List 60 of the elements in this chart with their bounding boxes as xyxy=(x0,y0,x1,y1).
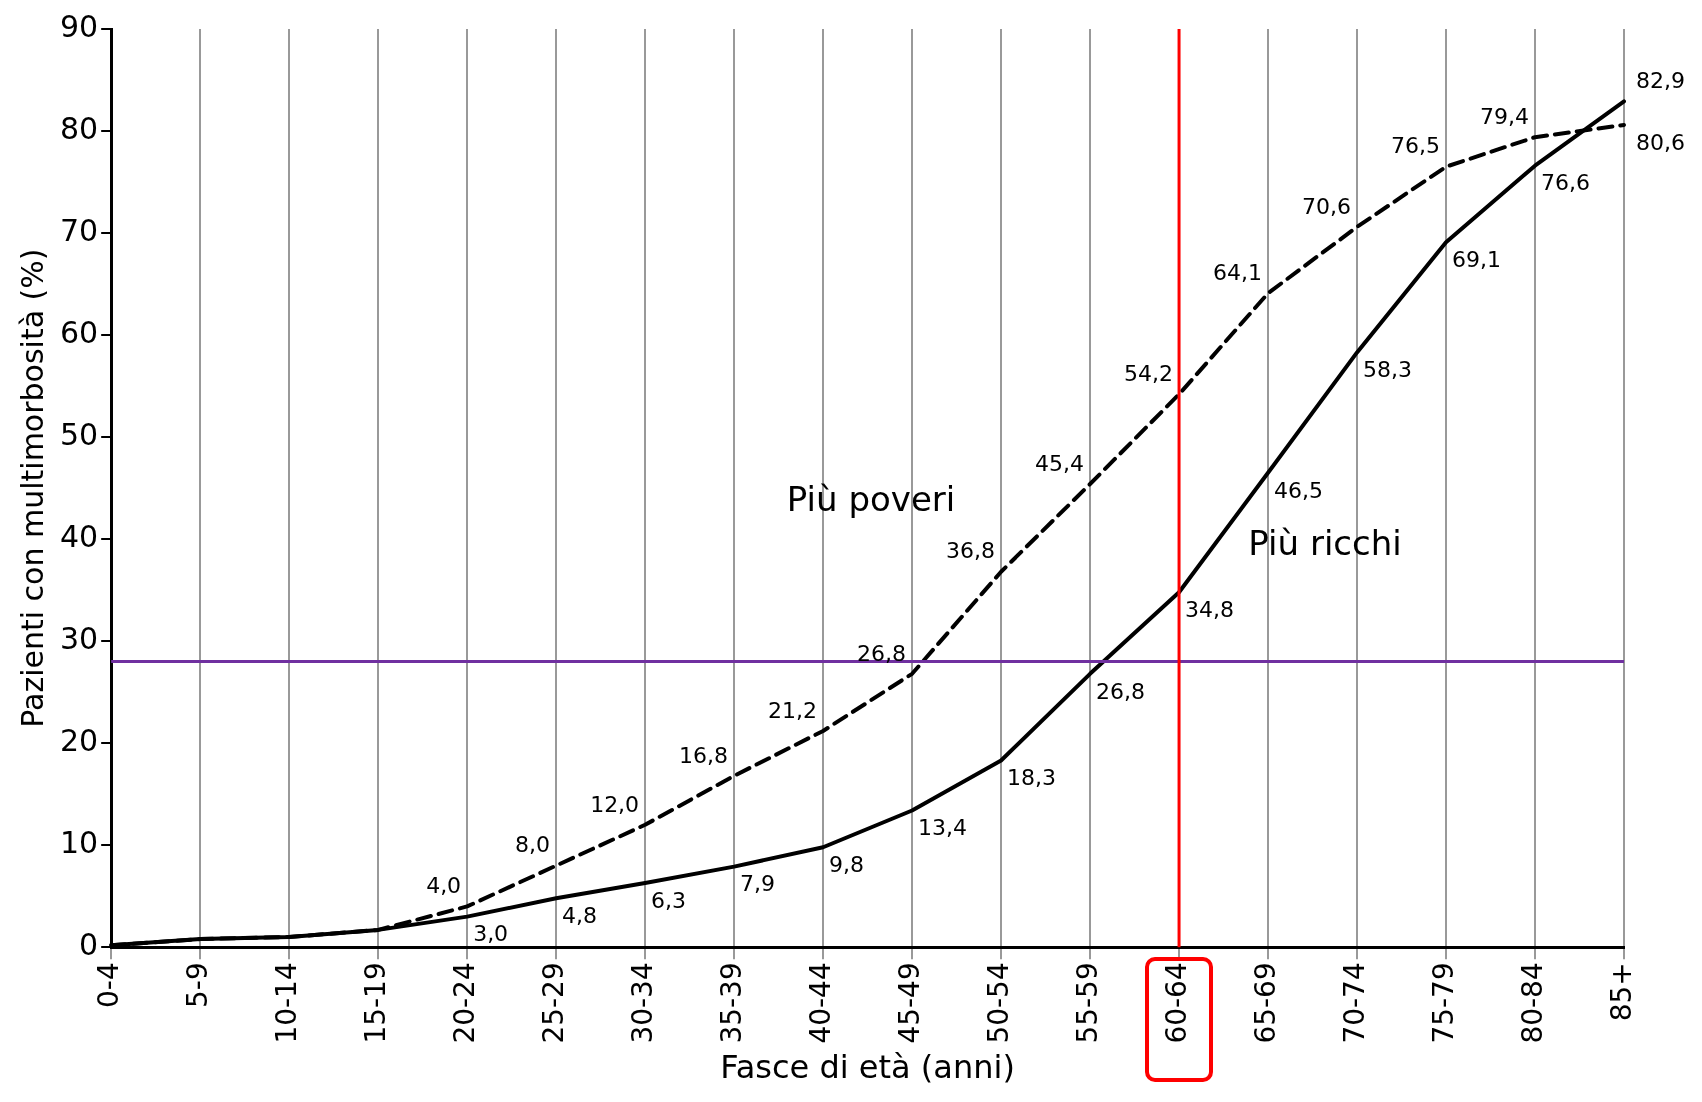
x-tick-label: 65-69 xyxy=(1249,962,1283,1044)
x-tick-label: 35-39 xyxy=(715,962,749,1044)
data-label: 4,8 xyxy=(562,902,598,928)
y-tick-label: 20 xyxy=(59,722,99,758)
x-tick-label: 85+ xyxy=(1605,962,1639,1022)
x-tick-label: 55-59 xyxy=(1071,962,1105,1044)
data-label: 3,0 xyxy=(473,921,509,947)
data-label: 9,8 xyxy=(829,851,865,877)
x-tick-label: 15-19 xyxy=(359,962,393,1044)
data-label: 76,6 xyxy=(1541,170,1590,196)
text: Più poveri xyxy=(786,478,956,519)
data-label: 69,1 xyxy=(1452,246,1501,272)
data-label: 6,3 xyxy=(651,887,687,913)
y-tick-label: 10 xyxy=(59,825,99,861)
y-tick-label: 90 xyxy=(59,8,99,44)
y-axis-title: Pazienti con multimorbosità (%) xyxy=(14,248,50,728)
x-tick-label: 80-84 xyxy=(1516,962,1550,1044)
x-tick-label: 30-34 xyxy=(626,962,660,1044)
data-label: 46,5 xyxy=(1274,477,1324,503)
data-label: 7,9 xyxy=(740,871,776,897)
data-label: 26,8 xyxy=(857,640,907,666)
data-label: 70,6 xyxy=(1302,193,1352,219)
data-label: 16,8 xyxy=(679,742,729,768)
x-tick-label: 45-49 xyxy=(893,962,927,1044)
data-label: 8,0 xyxy=(515,832,551,858)
data-label: 34,8 xyxy=(1185,596,1235,622)
data-label: 4,0 xyxy=(426,873,462,899)
data-label: 45,4 xyxy=(1035,450,1085,476)
data-label: 26,8 xyxy=(1096,678,1146,704)
y-tick-label: 60 xyxy=(59,314,99,350)
y-tick-label: 80 xyxy=(59,110,99,146)
data-label: 76,5 xyxy=(1391,133,1441,159)
x-tick-label: 0-4 xyxy=(92,962,126,1008)
data-label: 82,9 xyxy=(1636,68,1685,94)
data-label: 79,4 xyxy=(1480,103,1530,129)
data-label: 80,6 xyxy=(1636,129,1685,155)
data-label: 64,1 xyxy=(1213,259,1263,285)
data-label: 18,3 xyxy=(1007,765,1057,791)
x-tick-label: 60-64 xyxy=(1160,962,1194,1044)
data-label: 58,3 xyxy=(1363,357,1413,383)
x-tick-label: 5-9 xyxy=(181,962,215,1008)
y-tick-label: 0 xyxy=(79,927,99,963)
x-tick-label: 10-14 xyxy=(270,962,304,1044)
x-tick-label: 20-24 xyxy=(448,962,482,1044)
x-tick-label: 70-74 xyxy=(1338,962,1372,1044)
y-tick-label: 30 xyxy=(59,620,99,656)
x-tick-label: 25-29 xyxy=(537,962,571,1044)
y-tick-label: 40 xyxy=(59,518,99,554)
y-tick-label: 50 xyxy=(59,416,99,452)
data-label: 21,2 xyxy=(768,697,818,723)
x-tick-label: 50-54 xyxy=(982,962,1016,1044)
series-label: Più ricchi xyxy=(1248,523,1402,564)
data-label: 12,0 xyxy=(590,791,640,817)
data-label: 36,8 xyxy=(946,538,996,564)
y-tick-label: 70 xyxy=(59,212,99,248)
x-axis-title: Fasce di età (anni) xyxy=(720,1048,1015,1087)
x-tick-label: 40-44 xyxy=(804,962,838,1044)
x-tick-label: 75-79 xyxy=(1427,962,1461,1044)
data-label: 13,4 xyxy=(918,815,968,841)
data-label: 54,2 xyxy=(1124,360,1174,386)
